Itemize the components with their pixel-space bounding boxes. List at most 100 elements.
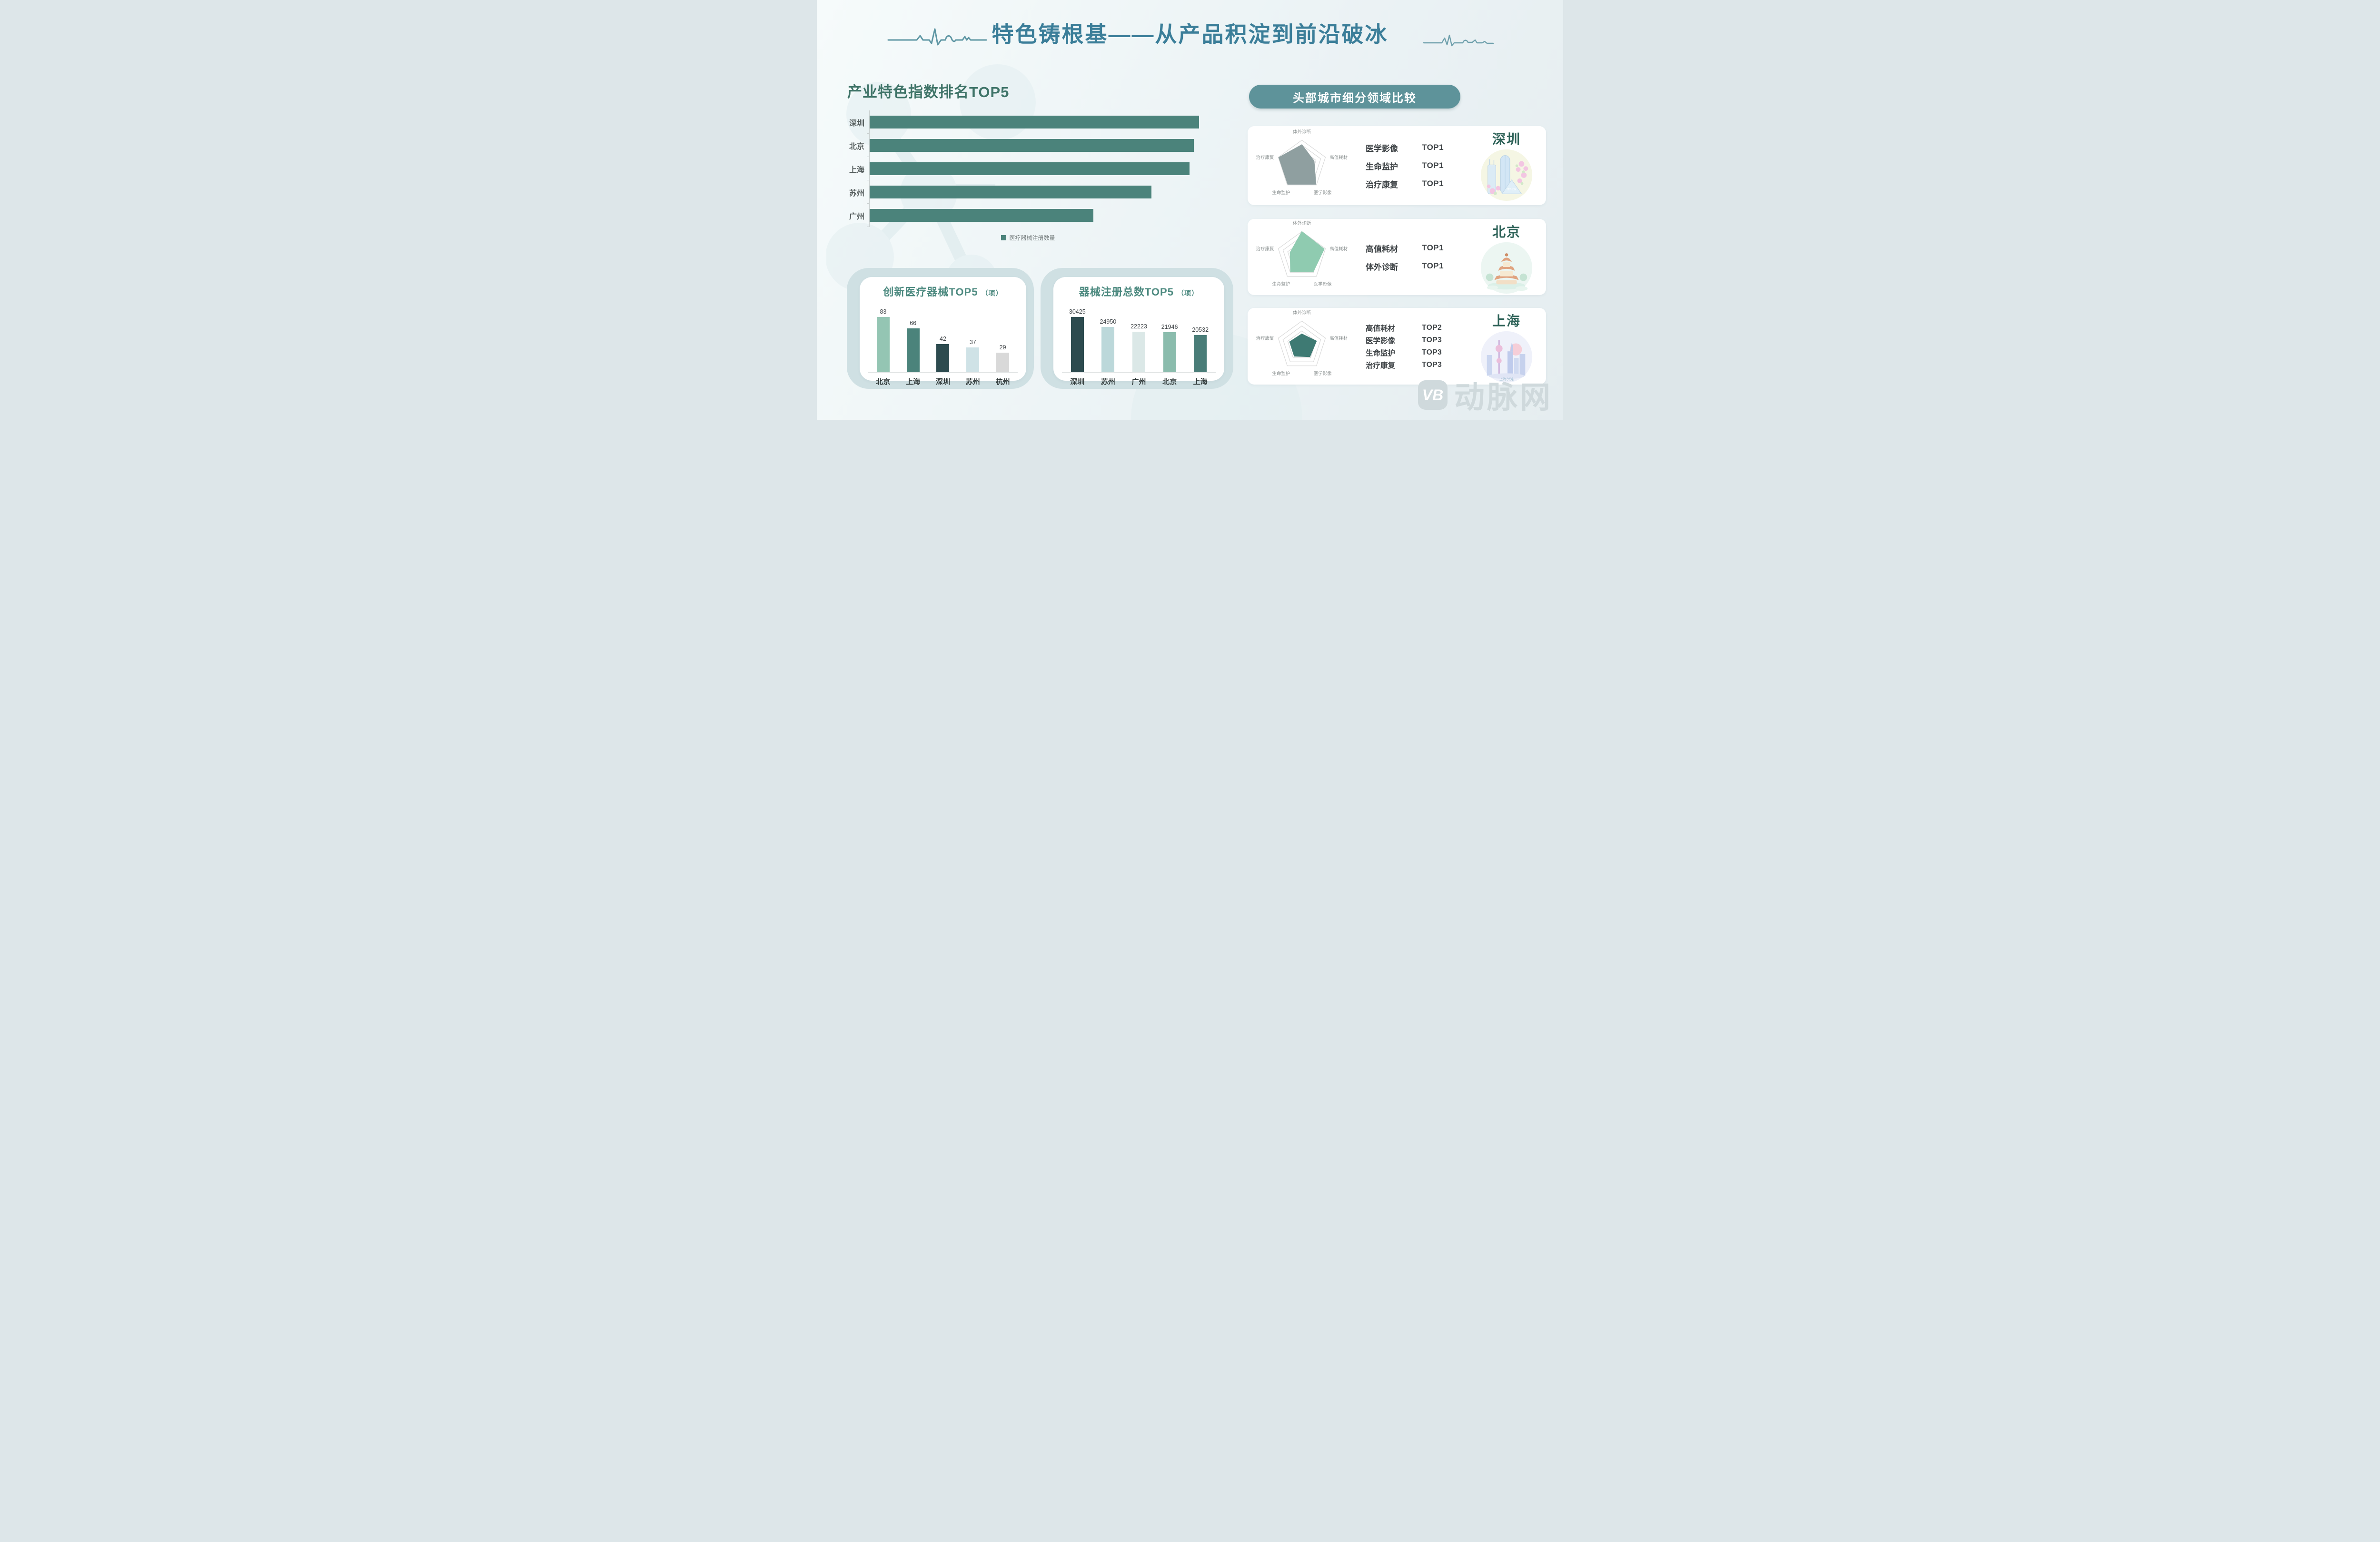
vbar-value-label: 66 bbox=[910, 320, 917, 326]
ranking-row: 治疗康复 TOP3 bbox=[1366, 360, 1442, 370]
ecg-heartbeat-icon bbox=[1423, 34, 1494, 47]
vbar-value-label: 30425 bbox=[1069, 308, 1086, 315]
innovative-devices-title: 创新医疗器械TOP5 （项） bbox=[883, 286, 1003, 298]
vbar-category-labels: 深圳 苏州 广州 北京 上海 bbox=[1062, 376, 1216, 386]
ranking-row: 体外诊断 TOP1 bbox=[1366, 260, 1444, 272]
industry-index-bar-chart: 深圳 北京 上海 苏州 广州 医疗器械注册数量 bbox=[847, 110, 1209, 242]
vbar-column: 22223 bbox=[1123, 323, 1154, 372]
vbar-bar bbox=[876, 317, 890, 372]
watermark-text: 动脉网 bbox=[1454, 380, 1553, 415]
vbar-column: 42 bbox=[928, 336, 958, 372]
radar-data-polygon bbox=[1289, 231, 1325, 272]
city-name-shenzhen: 深圳 bbox=[1492, 132, 1521, 147]
hbar-category-label: 深圳 bbox=[849, 119, 864, 128]
hbar-bar bbox=[870, 209, 1094, 222]
ranking-row: 高值耗材 TOP1 bbox=[1366, 242, 1444, 254]
vbar-column: 21946 bbox=[1154, 324, 1185, 372]
radar-data-polygon bbox=[1289, 333, 1317, 357]
radar-axis-label: 体外诊断 bbox=[1293, 220, 1311, 226]
city-column-shanghai: 上海 上海·外滩 bbox=[1473, 311, 1540, 386]
vbar-column: 30425 bbox=[1062, 308, 1093, 372]
ranking-row: 医学影像 TOP3 bbox=[1366, 335, 1442, 346]
rankings-shenzhen: 医学影像 TOP1 生命监护 TOP1 治疗康复 TOP1 bbox=[1366, 126, 1444, 205]
shenzhen-illustration-caption: 世界之窗 bbox=[1507, 188, 1517, 191]
vbar-category-label: 苏州 bbox=[965, 378, 980, 386]
dongmai-watermark: VB 动脉网 bbox=[1418, 373, 1553, 417]
ranking-rank-value: TOP3 bbox=[1422, 348, 1442, 356]
vbar-category-label: 深圳 bbox=[935, 378, 950, 386]
hbar-category-label: 上海 bbox=[849, 166, 864, 174]
city-name-beijing: 北京 bbox=[1492, 225, 1521, 239]
vb-logo-icon: VB bbox=[1418, 380, 1448, 410]
ranking-row: 高值耗材 TOP2 bbox=[1366, 323, 1442, 333]
hbar-row bbox=[867, 180, 1209, 204]
ranking-field-label: 生命监护 bbox=[1366, 162, 1398, 171]
radar-axis-label: 生命监护 bbox=[1272, 370, 1290, 376]
vbar-value-label: 37 bbox=[969, 339, 976, 346]
city-card-beijing: 体外诊断 高值耗材 医学影像 生命监护 治疗康复 高值耗材 TOP1 体外诊断 TOP1 北京 bbox=[1248, 219, 1546, 295]
ranking-field-label: 体外诊断 bbox=[1366, 262, 1398, 272]
radar-axis-label: 治疗康复 bbox=[1256, 155, 1275, 160]
vbar-column: 83 bbox=[868, 308, 898, 372]
radar-axis-label: 医学影像 bbox=[1314, 281, 1332, 287]
registration-total-unit: （项） bbox=[1177, 289, 1199, 297]
ranking-rank-value: TOP3 bbox=[1422, 360, 1442, 369]
vbar-plot-area: 83 66 42 37 29 bbox=[868, 302, 1018, 373]
ranking-rank-value: TOP1 bbox=[1422, 261, 1444, 270]
legend-swatch-icon bbox=[1001, 235, 1007, 240]
radar-axis-label: 体外诊断 bbox=[1293, 310, 1311, 316]
shanghai-bund-skyline-illustration: 上海·外滩 bbox=[1480, 331, 1533, 383]
vbar-column: 29 bbox=[988, 344, 1018, 372]
registration-total-title: 器械注册总数TOP5 （项） bbox=[1079, 286, 1199, 298]
hbar-row bbox=[867, 110, 1209, 134]
vbar-bar bbox=[966, 347, 980, 372]
radar-chart-beijing: 体外诊断 高值耗材 医学影像 生命监护 治疗康复 bbox=[1254, 220, 1352, 294]
registration-total-bar-chart: 30425 24950 22223 21946 20532 深圳 苏州 广州 北京 上海 bbox=[1053, 299, 1224, 386]
ranking-row: 生命监护 TOP1 bbox=[1366, 160, 1444, 172]
innovative-devices-bar-chart: 83 66 42 37 29 北京 上海 深圳 苏州 杭州 bbox=[860, 299, 1026, 386]
vbar-plot-area: 30425 24950 22223 21946 20532 bbox=[1062, 302, 1216, 373]
innovative-devices-card: 创新医疗器械TOP5 （项） 83 66 42 37 29 北京 上海 深圳 苏州 杭州 bbox=[860, 277, 1026, 386]
ranking-row: 生命监护 TOP3 bbox=[1366, 347, 1442, 358]
city-name-shanghai: 上海 bbox=[1492, 314, 1521, 328]
ranking-rank-value: TOP1 bbox=[1422, 143, 1444, 152]
vbar-bar bbox=[1163, 332, 1176, 372]
vbar-value-label: 20532 bbox=[1192, 326, 1209, 333]
ranking-rank-value: TOP1 bbox=[1422, 243, 1444, 252]
ranking-field-label: 医学影像 bbox=[1366, 336, 1396, 345]
ranking-rank-value: TOP1 bbox=[1422, 161, 1444, 170]
industry-index-category-labels: 深圳 北京 上海 苏州 广州 bbox=[847, 110, 869, 227]
ranking-field-label: 高值耗材 bbox=[1366, 324, 1396, 333]
vbar-column: 37 bbox=[958, 339, 988, 372]
shanghai-illustration-caption: 上海·外滩 bbox=[1499, 377, 1514, 381]
radar-grid-ring bbox=[1282, 325, 1321, 362]
radar-data-polygon bbox=[1278, 144, 1317, 185]
vbar-category-label: 上海 bbox=[1193, 378, 1208, 386]
vbar-category-label: 北京 bbox=[876, 378, 891, 386]
ranking-field-label: 高值耗材 bbox=[1366, 244, 1398, 254]
hbar-category-label: 北京 bbox=[849, 142, 864, 151]
rankings-shanghai: 高值耗材 TOP2 医学影像 TOP3 生命监护 TOP3 治疗康复 TOP3 bbox=[1366, 308, 1442, 385]
city-card-shenzhen: 体外诊断 高值耗材 医学影像 生命监护 治疗康复 医学影像 TOP1 生命监护 TOP1 治疗康… bbox=[1248, 126, 1546, 205]
vbar-bar bbox=[1101, 327, 1115, 372]
radar-axis-label: 生命监护 bbox=[1272, 190, 1290, 196]
ranking-field-label: 医学影像 bbox=[1366, 144, 1398, 153]
vbar-category-label: 深圳 bbox=[1070, 378, 1085, 386]
vbar-value-label: 21946 bbox=[1161, 324, 1178, 330]
ranking-row: 治疗康复 TOP1 bbox=[1366, 178, 1444, 190]
industry-index-plot-area bbox=[867, 110, 1209, 227]
beijing-temple-of-heaven-illustration bbox=[1480, 242, 1533, 294]
hbar-bar bbox=[870, 116, 1199, 128]
page-title: 特色铸根基——从产品积淀到前沿破冰 bbox=[992, 22, 1388, 47]
hbar-bar bbox=[870, 162, 1190, 175]
vbar-value-label: 22223 bbox=[1130, 323, 1147, 330]
registration-total-card: 器械注册总数TOP5 （项） 30425 24950 22223 21946 20532… bbox=[1053, 277, 1224, 386]
ranking-rank-value: TOP1 bbox=[1422, 179, 1444, 188]
shenzhen-landmarks-illustration: 世界之窗 bbox=[1480, 149, 1533, 201]
radar-axis-label: 医学影像 bbox=[1314, 370, 1332, 376]
ranking-rank-value: TOP3 bbox=[1422, 336, 1442, 344]
radar-axis-label: 治疗康复 bbox=[1256, 335, 1275, 341]
vbar-column: 24950 bbox=[1093, 318, 1124, 372]
vbar-bar bbox=[1071, 317, 1084, 372]
vbar-column: 66 bbox=[898, 320, 928, 372]
